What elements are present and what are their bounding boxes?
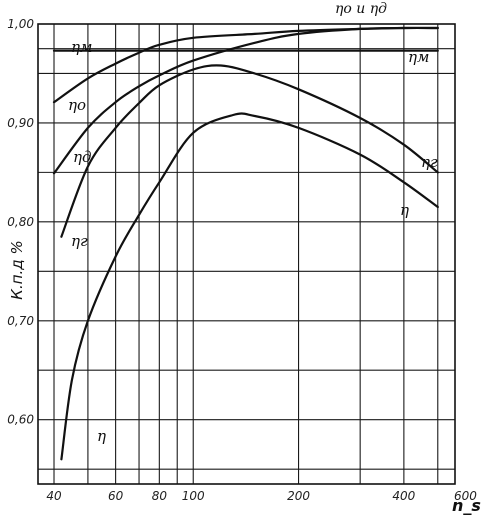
x-tick-label: 60 [108, 489, 124, 503]
curve-label-eta-d: ηд [73, 148, 92, 166]
x-tick-label: 40 [46, 489, 62, 503]
series-line-3 [60, 64, 439, 238]
series-line-1 [52, 26, 439, 104]
x-axis-label: n_s [452, 496, 481, 515]
y-tick-label: 0,80 [7, 215, 34, 229]
curve-label-eta-right: η [400, 201, 409, 219]
y-tick-label: 0,70 [7, 314, 34, 328]
series-line-4 [60, 112, 439, 461]
y-axis-label: К.п.д % [8, 240, 26, 299]
curve-label-eta-m-left: ηм [71, 38, 92, 56]
y-tick-label: 1,00 [7, 17, 34, 31]
curve-label-eta-g-left: ηг [71, 232, 88, 250]
curve-label-eta-m-right: ηм [408, 48, 429, 66]
x-tick-label: 80 [152, 489, 168, 503]
series-curves [52, 26, 439, 461]
curve-label-eta-g-right: ηг [421, 153, 438, 171]
x-gridlines [53, 24, 439, 484]
y-gridlines [38, 23, 455, 470]
x-tick-label: 100 [182, 489, 205, 503]
x-tick-labels: 40 60 80 100 200 400 600 [46, 489, 477, 503]
y-tick-label: 0,90 [7, 116, 34, 130]
top-curve-label: ηо и ηд [335, 1, 387, 17]
curve-label-eta-bottom: η [97, 427, 106, 445]
y-tick-label: 0,60 [7, 413, 34, 427]
series-line-2 [52, 26, 439, 175]
y-tick-labels: 1,00 0,90 0,80 0,70 0,60 [7, 17, 34, 427]
plot-frame [37, 23, 456, 485]
x-tick-label: 600 [454, 489, 477, 503]
x-tick-label: 400 [392, 489, 415, 503]
x-tick-label: 200 [287, 489, 310, 503]
curve-label-eta-o: ηо [68, 96, 86, 114]
